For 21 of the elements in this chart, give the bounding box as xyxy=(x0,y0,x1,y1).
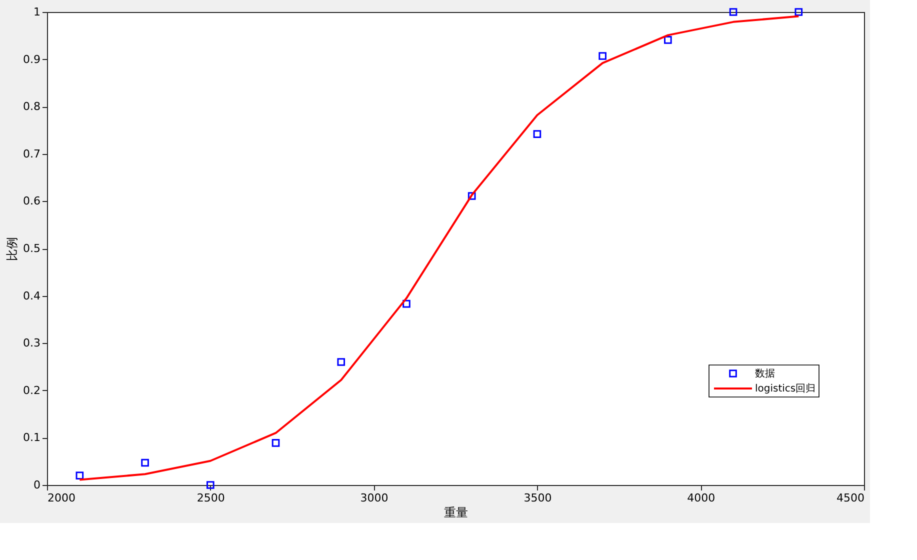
x-tick-label: 2000 xyxy=(48,492,76,504)
y-tick-label: 0.2 xyxy=(23,384,40,397)
x-tick-label: 3500 xyxy=(524,492,552,504)
x-tick-label: 4500 xyxy=(836,492,864,504)
y-tick-label: 0.7 xyxy=(23,147,40,160)
y-axis-title: 比例 xyxy=(5,237,20,261)
y-tick-label: 0.4 xyxy=(23,289,40,302)
y-tick-label: 0 xyxy=(34,478,40,492)
x-tick-label: 4000 xyxy=(687,492,716,504)
x-tick-label: 3000 xyxy=(360,492,388,504)
x-tick-label: 2500 xyxy=(196,492,225,504)
y-tick-label: 0.8 xyxy=(23,100,40,114)
y-tick-label: 1 xyxy=(34,6,40,18)
y-tick-label: 0.9 xyxy=(23,52,40,66)
y-tick-label: 0.5 xyxy=(23,242,40,255)
legend-label: 数据 xyxy=(755,368,775,380)
legend-label: logistics回归 xyxy=(755,382,816,394)
y-tick-label: 0.3 xyxy=(23,336,40,350)
x-axis-title: 重量 xyxy=(444,506,468,520)
y-tick-label: 0.6 xyxy=(23,194,40,208)
y-tick-label: 0.1 xyxy=(23,431,40,444)
